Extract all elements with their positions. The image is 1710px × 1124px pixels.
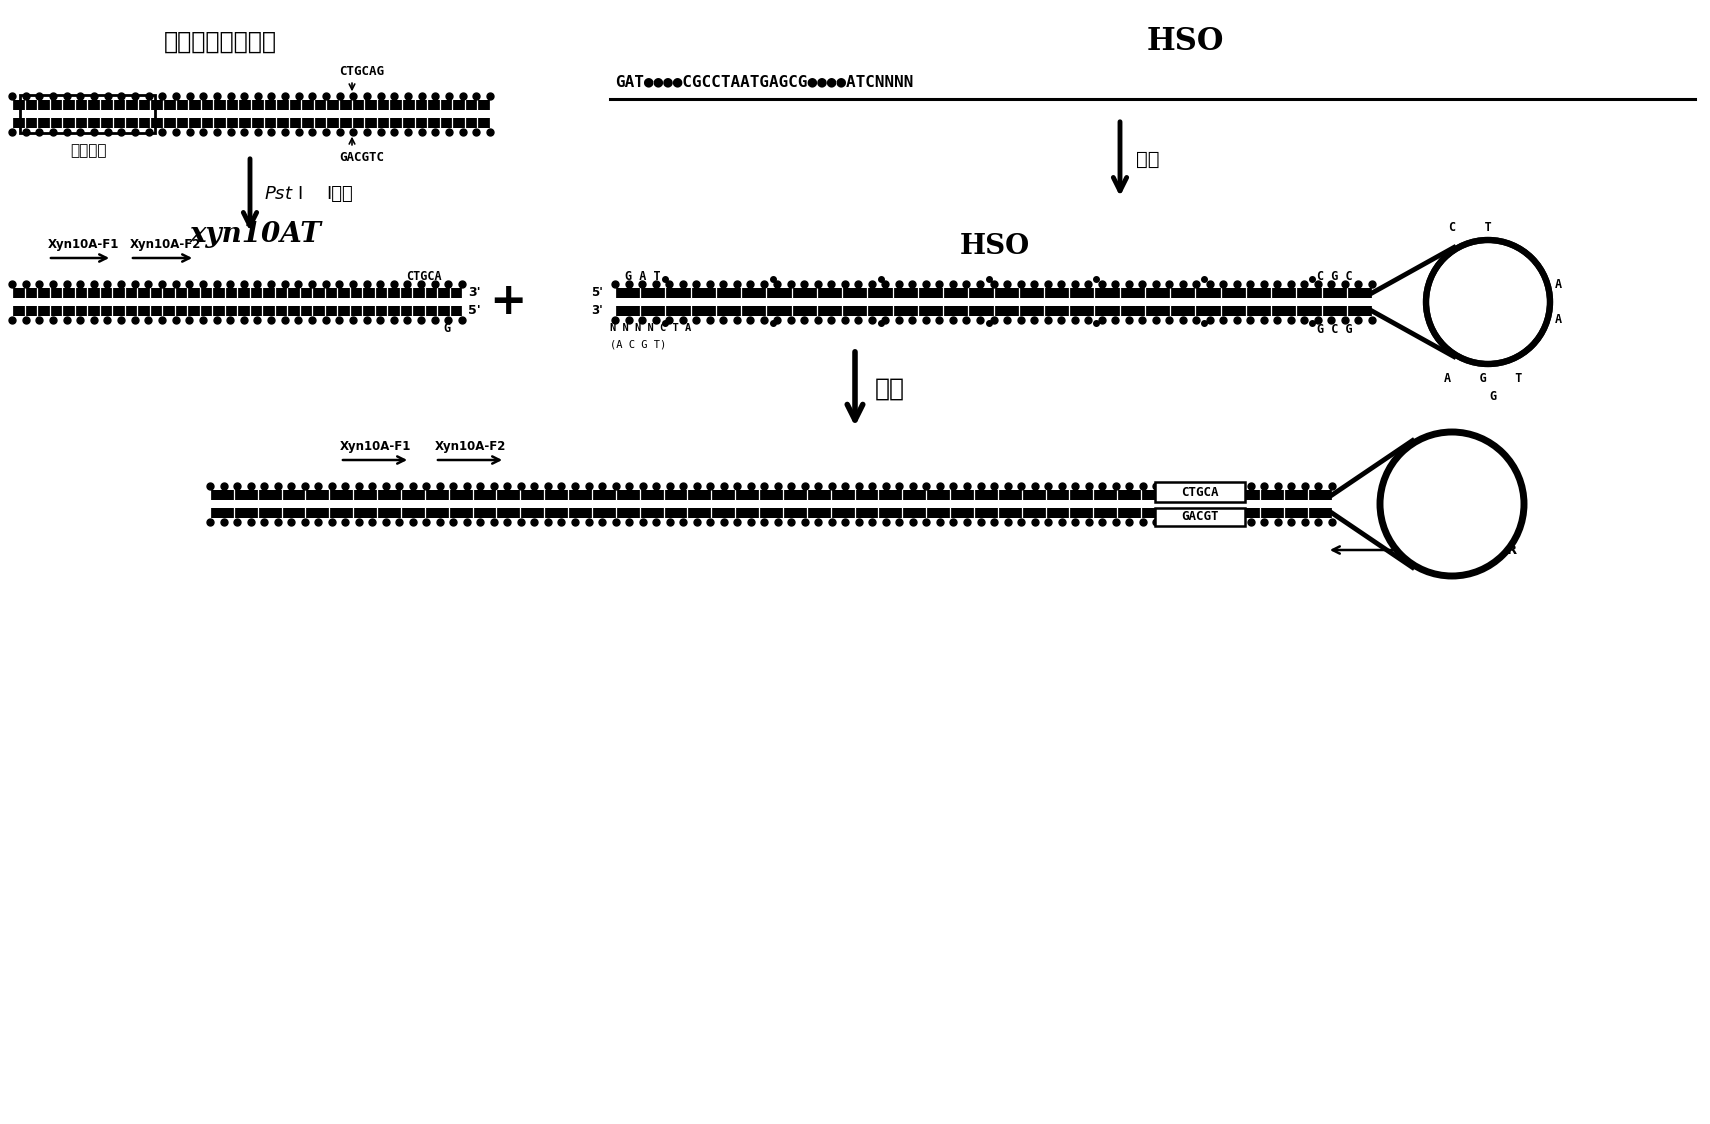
Bar <box>616 288 1371 298</box>
Text: 退火: 退火 <box>1135 149 1159 169</box>
Text: HSO: HSO <box>959 233 1029 260</box>
Text: G: G <box>443 321 450 335</box>
Text: xyn10AT: xyn10AT <box>190 221 321 248</box>
Circle shape <box>1431 245 1546 359</box>
Text: Xyn10A-F2: Xyn10A-F2 <box>434 439 506 453</box>
Bar <box>12 100 491 110</box>
Text: GACGTC: GACGTC <box>340 151 385 164</box>
Text: Xyn10A-F2: Xyn10A-F2 <box>130 238 202 251</box>
Text: 宇佐美曲霉基因组: 宇佐美曲霉基因组 <box>164 30 277 54</box>
Text: Xyn10A-F1: Xyn10A-F1 <box>340 439 412 453</box>
Text: A    G    T: A G T <box>1443 372 1522 386</box>
Text: CTGCA: CTGCA <box>1182 486 1219 499</box>
Text: 3': 3' <box>469 287 481 299</box>
Bar <box>210 490 1332 500</box>
Text: 5': 5' <box>592 287 604 299</box>
Text: GACGT: GACGT <box>1182 510 1219 524</box>
Text: HSO-R: HSO-R <box>1471 544 1518 556</box>
Text: (A C G T): (A C G T) <box>610 339 667 350</box>
Text: Xyn10A-F1: Xyn10A-F1 <box>48 238 120 251</box>
Text: +: + <box>489 281 527 324</box>
Text: I酶切: I酶切 <box>327 185 352 203</box>
Bar <box>12 288 462 298</box>
Text: N N N N C T A: N N N N C T A <box>610 323 691 333</box>
Text: 已知序列: 已知序列 <box>70 143 106 158</box>
Circle shape <box>1380 432 1524 575</box>
Text: 3': 3' <box>592 305 604 317</box>
Bar <box>616 306 1371 316</box>
Bar <box>1154 482 1245 502</box>
Text: 5': 5' <box>469 305 481 317</box>
Text: CTGCAG: CTGCAG <box>340 65 385 79</box>
Bar <box>210 508 1332 518</box>
Text: HSO: HSO <box>1146 27 1224 57</box>
Text: A: A <box>1554 314 1563 326</box>
Text: C    T: C T <box>1448 221 1491 234</box>
Text: A: A <box>1554 278 1563 290</box>
Text: GAT●●●●CGCCTAATGAGCG●●●●ATCNNNN: GAT●●●●CGCCTAATGAGCG●●●●ATCNNNN <box>616 74 913 89</box>
Text: CTGCA: CTGCA <box>407 270 441 283</box>
Bar <box>1154 508 1245 526</box>
Bar <box>12 306 462 316</box>
Text: 连接: 连接 <box>876 377 905 401</box>
Text: G C G: G C G <box>1317 323 1353 336</box>
Bar <box>21 96 156 133</box>
Bar <box>12 118 491 128</box>
Text: G: G <box>1489 390 1496 404</box>
Text: C G C: C G C <box>1317 270 1353 283</box>
Text: $\it{Pst}$ I: $\it{Pst}$ I <box>263 185 303 203</box>
Text: G A T: G A T <box>624 270 660 283</box>
